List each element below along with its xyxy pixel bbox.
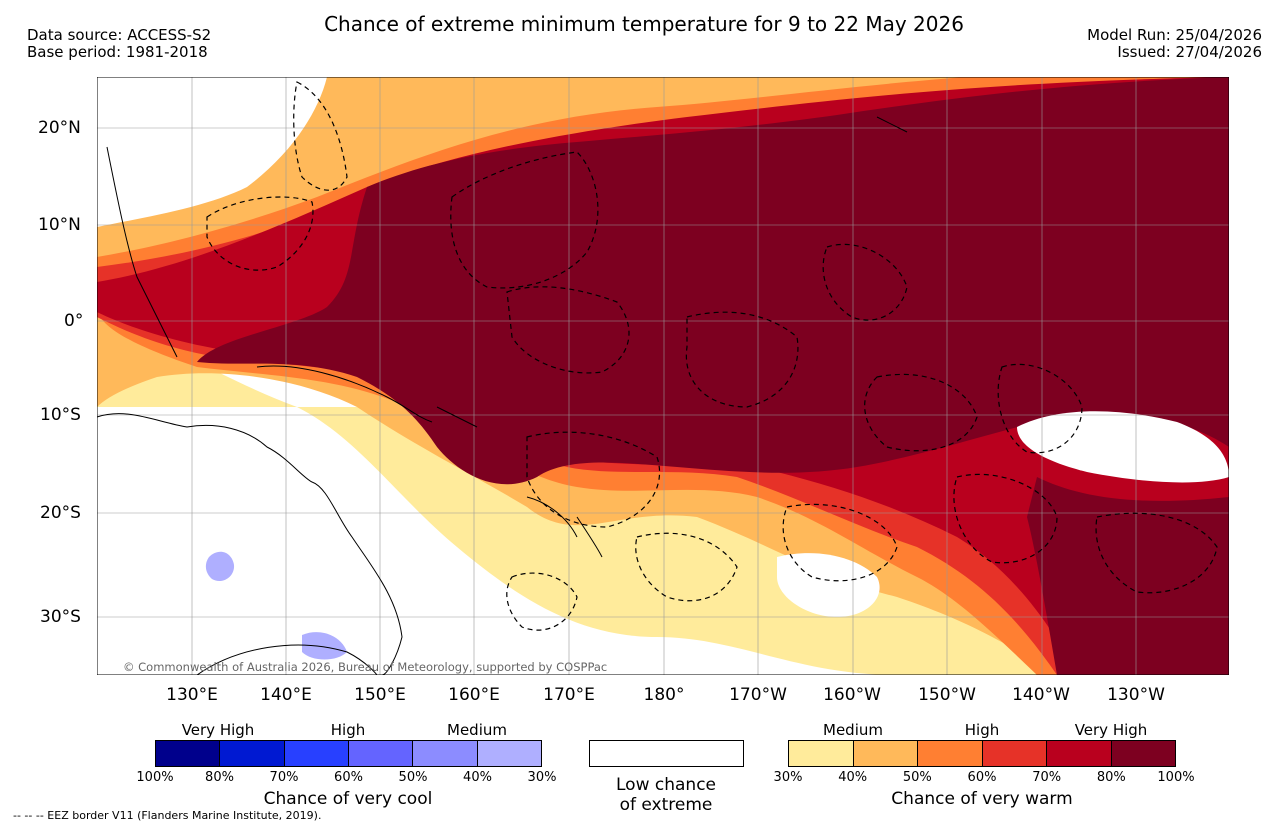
lon-label-160e: 160°E bbox=[448, 685, 500, 705]
lon-label-140w: 140°W bbox=[1012, 685, 1070, 705]
legend_cool-tick-5: 40% bbox=[463, 770, 492, 785]
eez-borders bbox=[206, 81, 1218, 631]
legend_warm-tick-2: 50% bbox=[902, 770, 932, 785]
warm-group-very-high: Very High bbox=[1074, 721, 1148, 739]
lat-label-0: 0° bbox=[64, 311, 84, 331]
issued-date: Issued: 27/04/2026 bbox=[1117, 43, 1262, 61]
base-period: Base period: 1981-2018 bbox=[27, 43, 208, 61]
graticule bbox=[97, 77, 1229, 675]
lat-label-20s: 20°S bbox=[40, 503, 81, 523]
legend_warm-tick-4: 70% bbox=[1032, 770, 1062, 785]
low-chance-south-central bbox=[777, 553, 880, 617]
cool-group-high: High bbox=[330, 721, 366, 739]
data-source: Data source: ACCESS-S2 bbox=[27, 26, 212, 44]
warm-region-80-south bbox=[1027, 477, 1229, 675]
legend_cool-swatch-0 bbox=[156, 741, 221, 766]
lon-label-150w: 150°W bbox=[918, 685, 976, 705]
warm-colorbar bbox=[788, 740, 1176, 767]
legend_warm-tick-6: 100% bbox=[1157, 770, 1195, 785]
map-copyright: © Commonwealth of Australia 2026, Bureau… bbox=[123, 660, 607, 674]
cool-legend-title: Chance of very cool bbox=[263, 789, 433, 809]
lat-label-30s: 30°S bbox=[40, 607, 81, 627]
warm-group-medium: Medium bbox=[823, 721, 883, 739]
lat-label-20n: 20°N bbox=[38, 118, 81, 138]
model-run: Model Run: 25/04/2026 bbox=[1087, 26, 1262, 44]
lon-label-170w: 170°W bbox=[729, 685, 787, 705]
lon-label-160w: 160°W bbox=[823, 685, 881, 705]
low-chance-title-2: of extreme bbox=[619, 795, 713, 815]
cool-colorbar bbox=[155, 740, 542, 767]
legend_cool-swatch-1 bbox=[220, 741, 285, 766]
legend_warm-swatch-1 bbox=[853, 741, 918, 766]
legend_cool-tick-3: 60% bbox=[334, 770, 363, 785]
coastlines bbox=[97, 116, 908, 675]
lon-label-150e: 150°E bbox=[354, 685, 406, 705]
legend_warm-swatch-4 bbox=[1047, 741, 1112, 766]
low-chance-east bbox=[1017, 411, 1229, 483]
legend_warm-swatch-5 bbox=[1111, 741, 1175, 766]
legend_warm-swatch-0 bbox=[789, 741, 854, 766]
legend_warm-swatch-3 bbox=[982, 741, 1047, 766]
forecast-map: © Commonwealth of Australia 2026, Bureau… bbox=[96, 76, 1230, 676]
legend_cool-tick-0: 100% bbox=[136, 770, 174, 785]
warm-legend-title: Chance of very warm bbox=[891, 789, 1073, 809]
legend_cool-tick-1: 80% bbox=[205, 770, 234, 785]
data-info: Data source: ACCESS-S2 Base period: 1981… bbox=[27, 27, 211, 61]
legend_cool-tick-4: 50% bbox=[398, 770, 428, 785]
lon-label-140e: 140°E bbox=[260, 685, 312, 705]
warm-group-high: High bbox=[964, 721, 1000, 739]
lat-label-10n: 10°N bbox=[38, 215, 81, 235]
lon-label-130e: 130°E bbox=[166, 685, 218, 705]
lon-label-170e: 170°E bbox=[543, 685, 595, 705]
low-chance-title-1: Low chance bbox=[616, 775, 716, 795]
low-chance-northwest bbox=[97, 77, 327, 227]
legend_cool-swatch-3 bbox=[348, 741, 414, 766]
cool-region-40 bbox=[205, 551, 235, 582]
cool-group-very-high: Very High bbox=[181, 721, 255, 739]
warm-region-80 bbox=[197, 77, 1229, 485]
lon-label-180: 180° bbox=[643, 685, 685, 705]
legend_cool-tick-2: 70% bbox=[269, 770, 299, 785]
legend_warm-tick-0: 30% bbox=[773, 770, 803, 785]
lat-label-10s: 10°S bbox=[40, 405, 81, 425]
map-canvas: © Commonwealth of Australia 2026, Bureau… bbox=[96, 76, 1230, 676]
legend_warm-tick-1: 40% bbox=[838, 770, 868, 785]
legend_cool-swatch-2 bbox=[284, 741, 349, 766]
low-chance-swatch bbox=[589, 740, 744, 767]
eez-footnote: -- -- -- EEZ border V11 (Flanders Marine… bbox=[13, 809, 322, 822]
low-chance-australia bbox=[97, 433, 421, 675]
page-title: Chance of extreme minimum temperature fo… bbox=[324, 12, 964, 36]
legend_warm-swatch-2 bbox=[918, 741, 983, 766]
cool-group-medium: Medium bbox=[447, 721, 507, 739]
legend_cool-swatch-4 bbox=[413, 741, 478, 766]
legend_cool-swatch-5 bbox=[477, 741, 541, 766]
legend_warm-tick-5: 80% bbox=[1096, 770, 1126, 785]
cool-region-40b bbox=[302, 632, 347, 660]
legend_warm-tick-3: 60% bbox=[967, 770, 997, 785]
run-info: Model Run: 25/04/2026 Issued: 27/04/2026 bbox=[1087, 27, 1262, 61]
lon-label-130w: 130°W bbox=[1107, 685, 1165, 705]
legend_cool-tick-6: 30% bbox=[527, 770, 557, 785]
